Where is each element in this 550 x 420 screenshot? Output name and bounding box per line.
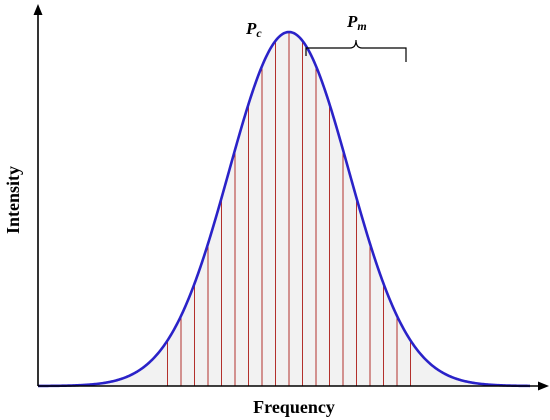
x-axis [38,381,549,391]
x-axis-arrow-icon [538,381,549,391]
peak-label: Pc [245,19,262,40]
mode-lines [167,32,411,386]
y-axis-label: Intensity [3,166,23,234]
x-axis-label: Frequency [253,397,335,417]
peak-label-sub: c [256,26,262,40]
mode-label-sub: m [357,19,366,33]
peak-label-main: P [245,19,257,38]
mode-spacing-label: Pm [346,12,367,33]
curve-area-fill [38,32,530,386]
mode-label-main: P [346,12,358,31]
gaussian-envelope-curve [38,30,531,388]
y-axis [33,4,43,386]
mode-spacing-bracket [305,39,407,62]
y-axis-arrow-icon [33,4,43,15]
